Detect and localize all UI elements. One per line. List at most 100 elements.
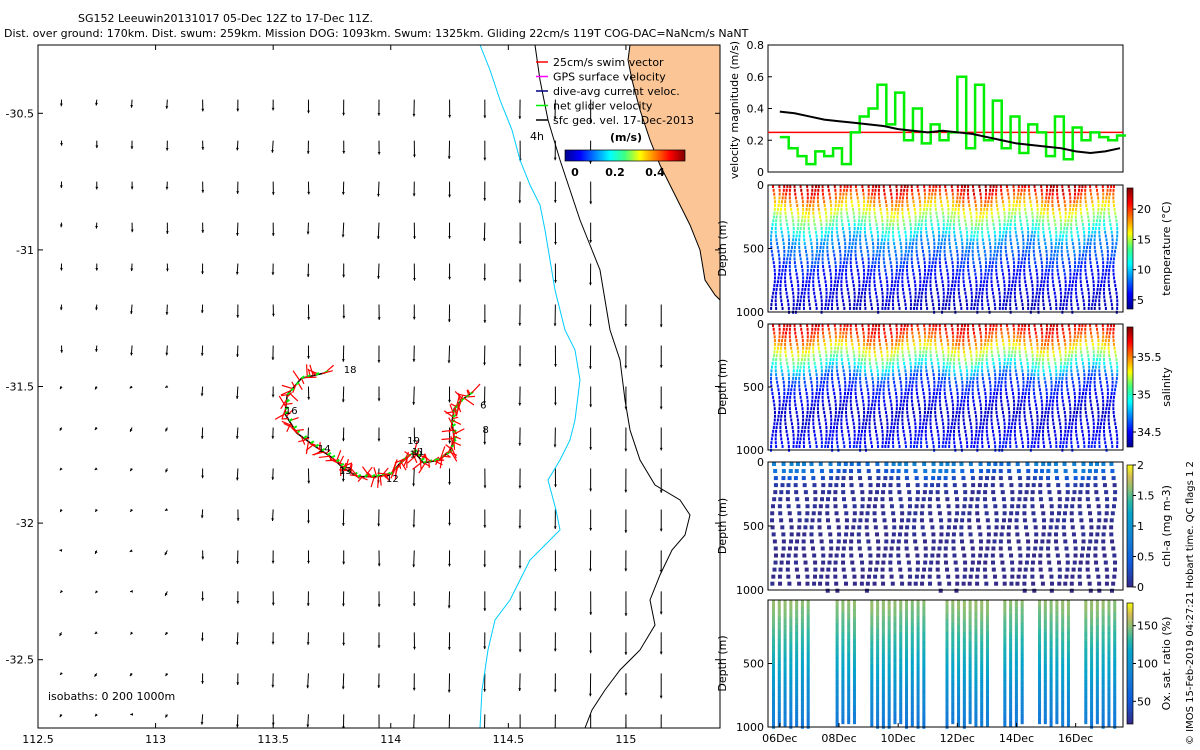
data-point — [863, 223, 866, 227]
data-point — [775, 373, 778, 377]
net-velocity-mark — [315, 372, 320, 376]
data-point — [783, 257, 786, 261]
data-point — [867, 327, 870, 331]
data-point — [1064, 287, 1067, 291]
data-point — [810, 403, 813, 407]
data-point — [1014, 303, 1017, 307]
data-point — [915, 242, 918, 246]
data-point — [914, 211, 917, 215]
data-point — [925, 299, 928, 303]
data-point — [979, 261, 982, 265]
data-point — [1080, 211, 1083, 215]
data-point — [936, 429, 939, 433]
velocity-arrowhead — [448, 440, 452, 444]
data-point — [902, 331, 905, 335]
data-point — [827, 399, 830, 403]
data-point — [958, 410, 961, 414]
data-point — [989, 188, 992, 192]
data-point — [815, 376, 818, 380]
data-point — [995, 407, 998, 411]
data-point — [926, 376, 929, 380]
data-point — [1104, 272, 1107, 276]
data-point — [983, 418, 986, 422]
data-point — [863, 272, 866, 276]
data-point — [920, 238, 923, 242]
data-point — [1013, 268, 1016, 272]
data-point — [805, 207, 808, 211]
data-point — [816, 268, 819, 272]
velocity-arrowhead — [271, 602, 275, 606]
swim-vector — [453, 428, 465, 435]
data-point — [977, 253, 980, 257]
data-point — [906, 261, 909, 265]
data-point — [1095, 185, 1098, 188]
data-point — [1076, 230, 1079, 234]
data-point — [831, 361, 834, 365]
data-point — [784, 204, 787, 208]
data-point — [946, 200, 949, 204]
data-point — [947, 204, 950, 208]
data-point — [824, 441, 827, 445]
data-point — [956, 392, 959, 396]
data-point — [866, 204, 869, 208]
data-point — [796, 437, 799, 441]
data-point — [1042, 284, 1045, 288]
data-point — [889, 399, 892, 403]
data-point — [863, 299, 866, 303]
data-point — [945, 303, 948, 307]
data-point — [900, 392, 903, 396]
data-point — [796, 414, 799, 418]
data-point — [784, 276, 787, 280]
data-point — [909, 365, 912, 369]
data-point — [856, 441, 859, 445]
data-point — [879, 414, 882, 418]
velocity-arrowhead — [165, 312, 169, 315]
data-point — [808, 230, 811, 234]
data-point — [1075, 204, 1078, 208]
data-point — [966, 234, 969, 238]
data-point — [778, 324, 781, 327]
data-point — [1018, 272, 1021, 276]
data-point — [894, 346, 897, 350]
data-point — [948, 306, 951, 310]
data-point — [935, 257, 938, 261]
data-point — [848, 384, 851, 388]
data-point — [892, 433, 895, 437]
data-point — [951, 418, 954, 422]
data-point — [881, 365, 884, 369]
data-point — [851, 204, 854, 208]
data-point — [864, 376, 867, 380]
data-point — [941, 238, 944, 242]
data-point — [864, 354, 867, 358]
data-point — [1066, 226, 1069, 230]
data-point — [956, 185, 959, 188]
data-point — [967, 331, 970, 335]
swim-vector — [379, 475, 382, 486]
data-point — [809, 376, 812, 380]
data-point — [918, 339, 921, 343]
data-point — [1017, 265, 1020, 269]
data-point — [825, 287, 828, 291]
data-point — [1023, 276, 1026, 280]
data-point — [978, 358, 981, 362]
data-point — [1059, 226, 1062, 230]
data-point — [835, 226, 838, 230]
data-point — [888, 299, 891, 303]
map-ytick-label: -31.5 — [6, 381, 34, 394]
data-point — [941, 280, 944, 284]
data-point — [1010, 242, 1013, 246]
data-point — [826, 249, 829, 253]
legend-item-label: 25cm/s swim vector — [553, 56, 664, 69]
velocity-arrowhead — [553, 157, 557, 161]
data-point — [939, 335, 942, 339]
data-point — [976, 369, 979, 373]
data-point — [928, 403, 931, 407]
data-point — [840, 280, 843, 284]
data-point — [860, 223, 863, 227]
data-point — [1023, 192, 1026, 196]
data-point — [990, 346, 993, 350]
velocity-arrowhead — [624, 489, 628, 493]
data-point — [967, 200, 970, 204]
data-point — [962, 403, 965, 407]
data-point — [1064, 276, 1067, 280]
